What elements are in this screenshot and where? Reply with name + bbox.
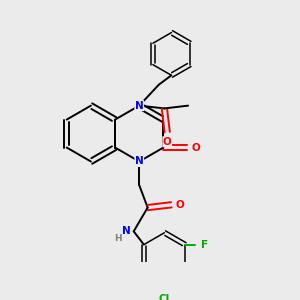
Text: O: O <box>192 142 200 152</box>
Text: N: N <box>135 157 144 166</box>
Text: F: F <box>201 240 208 250</box>
Text: H: H <box>114 234 122 243</box>
Text: Cl: Cl <box>159 294 170 300</box>
Text: N: N <box>135 100 144 111</box>
Text: O: O <box>163 137 172 147</box>
Text: N: N <box>122 226 131 236</box>
Text: O: O <box>176 200 184 210</box>
